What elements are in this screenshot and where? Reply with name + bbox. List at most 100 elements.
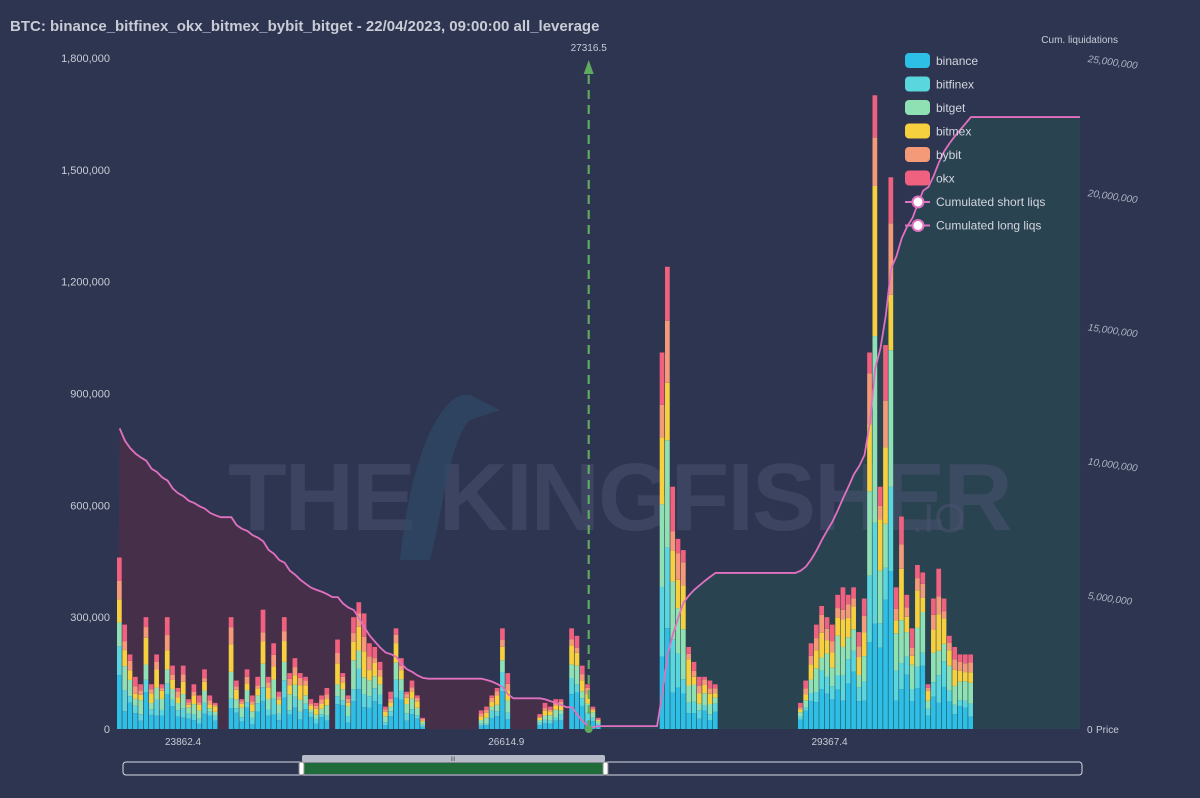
legend-marker-icon [911, 219, 925, 232]
bar-segment-bitfinex [803, 707, 809, 711]
bar-segment-okx [829, 624, 835, 642]
bar-segment-bitmex [383, 711, 388, 717]
bar-segment-bitget [707, 703, 713, 715]
bar-segment-bitmex [494, 695, 500, 705]
bar-segment-bitfinex [558, 714, 564, 721]
bar-segment-bybit [553, 702, 558, 706]
legend-item-bitget[interactable]: bitget [905, 100, 966, 115]
legend-item-okx[interactable]: okx [905, 170, 955, 186]
bar-segment-bybit [212, 704, 218, 707]
bar-segment-bitmex [319, 704, 324, 709]
bar-segment-bitget [893, 633, 899, 671]
scrollbar-right-grip[interactable] [602, 761, 609, 776]
bar-segment-binance [883, 599, 888, 729]
bar-segment-bybit [202, 678, 207, 682]
bar-segment-okx [297, 673, 303, 678]
bar-segment-bitget [393, 662, 399, 680]
legend-label: bybit [936, 148, 962, 162]
bar-segment-okx [250, 695, 255, 702]
bar-segment-okx [260, 609, 266, 633]
bar-segment-bitget [159, 698, 165, 710]
bar-segment-binance [829, 699, 835, 729]
range-scrollbar: III [122, 755, 1083, 776]
bar-segment-bitget [851, 629, 856, 651]
bar-segment-binance [202, 713, 207, 729]
bar-segment-bitget [281, 661, 287, 681]
bar-segment-binance [877, 647, 883, 729]
bar-segment-binance [180, 717, 186, 729]
bar-segment-bitfinex [138, 714, 143, 721]
bar-segment-bitfinex [494, 711, 500, 717]
bar-segment-bybit [537, 716, 543, 718]
bar-segment-bitmex [707, 693, 713, 704]
bar-segment-okx [835, 594, 840, 609]
bar-segment-bitfinex [861, 681, 867, 701]
bar-segment-bitfinex [962, 700, 968, 708]
bar-segment-bybit [404, 694, 410, 698]
scrollbar-selection[interactable] [302, 763, 605, 774]
left-tick-label: 1,500,000 [61, 165, 110, 177]
bar-segment-bitget [962, 681, 968, 701]
bar-segment-okx [920, 572, 926, 584]
bar-segment-binance [356, 689, 362, 729]
bar-segment-okx [186, 699, 191, 703]
scrollbar-left-grip[interactable] [298, 761, 305, 776]
legend-item-bitfinex[interactable]: bitfinex [905, 76, 974, 92]
bar-segment-okx [547, 706, 553, 710]
bar-segment-okx [569, 628, 574, 640]
bar-segment-bitfinex [670, 639, 676, 693]
bar-segment-bitfinex [547, 720, 553, 724]
bar-segment-bitget [164, 669, 170, 684]
bar-segment-bitfinex [414, 715, 420, 719]
bar-segment-bitfinex [579, 698, 585, 706]
bar-segment-binance [553, 720, 558, 729]
bar-segment-bitmex [132, 693, 138, 699]
bar-segment-okx [228, 617, 234, 628]
bar-segment-binance [244, 707, 250, 729]
bar-segment-bitfinex [234, 708, 239, 713]
bar-segment-bitmex [276, 699, 282, 705]
bar-segment-bitget [324, 705, 330, 716]
bar-segment-bitmex [154, 669, 159, 688]
bar-segment-okx [281, 617, 287, 632]
bar-segment-bybit [132, 686, 138, 694]
bar-segment-bitfinex [915, 666, 920, 689]
bar-segment-binance [212, 720, 218, 729]
legend-item-bybit[interactable]: bybit [905, 147, 962, 162]
bar-segment-bitfinex [303, 703, 308, 710]
bar-segment-bybit [590, 708, 596, 711]
bar-segment-bitget [931, 652, 936, 683]
bar-segment-okx [931, 598, 936, 615]
bar-segment-bybit [196, 702, 202, 705]
bar-segment-bitget [122, 666, 128, 691]
bar-segment-okx [404, 691, 410, 695]
bar-segment-bitget [377, 684, 383, 695]
bar-segment-bitfinex [920, 652, 926, 666]
legend-item-bitmex[interactable]: bitmex [905, 123, 971, 139]
bar-segment-okx [505, 673, 511, 684]
legend-item-binance[interactable]: binance [905, 53, 978, 68]
bar-segment-bitfinex [946, 690, 952, 702]
bar-segment-bybit [872, 137, 878, 186]
bar-segment-bybit [798, 707, 803, 710]
legend-item-cumulated-long-liqs[interactable]: Cumulated long liqs [905, 219, 1041, 233]
bar-segment-okx [537, 714, 543, 717]
legend-item-cumulated-short-liqs[interactable]: Cumulated short liqs [905, 195, 1045, 209]
bar-segment-binance [665, 628, 670, 729]
bar-segment-bybit [239, 701, 245, 704]
bar-segment-binance [351, 701, 356, 729]
bar-segment-bitmex [574, 652, 580, 666]
bar-segment-bybit [558, 702, 564, 705]
bar-segment-bitmex [883, 447, 888, 524]
bar-segment-bybit [893, 608, 899, 621]
bar-segment-bitget [909, 664, 915, 689]
bar-segment-bybit [287, 678, 292, 686]
bar-segment-okx [494, 687, 500, 692]
legend-swatch [905, 76, 930, 92]
bar-segment-bitmex [484, 712, 489, 718]
bar-segment-bybit [335, 653, 340, 664]
bar-segment-bybit [367, 656, 372, 671]
bar-segment-bitget [484, 717, 489, 724]
bar-segment-bitmex [696, 693, 702, 704]
scrollbar-handle[interactable] [302, 755, 605, 762]
